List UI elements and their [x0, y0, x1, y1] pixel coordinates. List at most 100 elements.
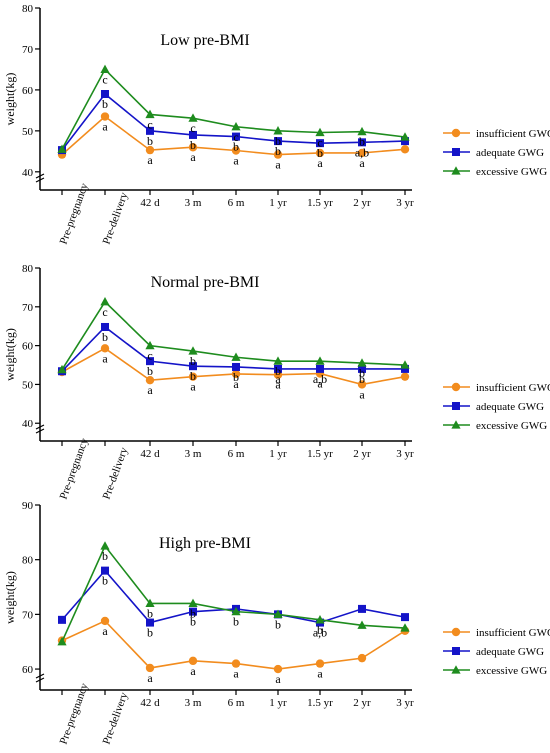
- data-point-insufficient: [357, 380, 367, 389]
- data-point-excessive: [273, 356, 283, 365]
- chart-title: Normal pre-BMI: [151, 274, 260, 291]
- axis-break-mark: [35, 428, 45, 434]
- significance-label: b: [102, 549, 108, 563]
- data-point-excessive: [400, 360, 410, 369]
- legend-label: excessive GWG: [476, 420, 547, 432]
- significance-label: b: [233, 370, 239, 384]
- significance-label: a: [102, 120, 108, 134]
- y-tick-label: 80: [22, 263, 34, 275]
- significance-label: a: [190, 664, 196, 678]
- legend-label: insufficient GWG: [476, 627, 550, 639]
- significance-label: a,b: [313, 626, 327, 640]
- significance-label: b: [233, 140, 239, 154]
- chart-title: Low pre-BMI: [160, 32, 249, 49]
- x-tick-label: Pre-delivery: [101, 445, 131, 501]
- data-point-insufficient: [400, 372, 410, 381]
- significance-label: b: [275, 617, 281, 631]
- data-point-excessive: [357, 358, 367, 367]
- y-tick-label: 70: [22, 302, 34, 314]
- data-point-insufficient: [273, 664, 283, 674]
- data-point-adequate: [358, 604, 366, 613]
- significance-label: a: [359, 156, 365, 170]
- x-tick-label: 6 m: [228, 697, 245, 709]
- x-tick-label: 3 yr: [396, 197, 414, 209]
- data-point-excessive: [188, 346, 198, 355]
- data-point-excessive: [100, 64, 110, 74]
- y-tick-label: 60: [22, 341, 34, 353]
- data-point-insufficient: [231, 659, 241, 668]
- data-point-excessive: [273, 126, 283, 135]
- x-tick-label: 1 yr: [269, 197, 287, 209]
- significance-label: a: [233, 667, 239, 681]
- y-axis-label: weight(kg): [3, 571, 17, 624]
- x-tick-label: 1.5 yr: [307, 197, 333, 209]
- x-tick-label: 2 yr: [353, 697, 371, 709]
- significance-label: a: [275, 672, 281, 686]
- y-tick-label: 40: [22, 167, 34, 179]
- significance-label: b: [317, 623, 323, 637]
- significance-label: a: [147, 671, 153, 685]
- y-tick-label: 70: [22, 609, 34, 621]
- data-point-insufficient: [357, 653, 367, 663]
- y-tick-label: 60: [22, 85, 34, 97]
- legend-marker-adequate: [452, 647, 460, 655]
- significance-label: a: [147, 383, 153, 397]
- significance-label: b: [317, 146, 323, 160]
- data-point-adequate: [274, 137, 282, 146]
- data-point-insufficient: [188, 372, 198, 381]
- significance-label: a: [275, 158, 281, 172]
- significance-label: a: [233, 377, 239, 391]
- data-point-adequate: [58, 615, 66, 624]
- y-tick-label: 70: [22, 44, 34, 56]
- significance-label: c: [190, 121, 195, 135]
- x-tick-label: 1 yr: [269, 697, 287, 709]
- significance-label: a: [275, 372, 281, 386]
- data-point-excessive: [273, 609, 283, 618]
- data-point-insufficient: [100, 344, 110, 353]
- y-tick-label: 40: [22, 418, 34, 430]
- data-point-excessive: [400, 132, 410, 141]
- x-tick-label: 3 yr: [396, 697, 414, 709]
- data-point-insufficient: [100, 616, 110, 626]
- x-tick-label: Pre-delivery: [101, 690, 131, 746]
- legend-label: adequate GWG: [476, 646, 544, 658]
- data-point-adequate: [101, 90, 109, 98]
- significance-label: a: [190, 150, 196, 164]
- data-point-insufficient: [231, 146, 241, 155]
- data-point-excessive: [145, 598, 155, 608]
- significance-label: b: [190, 615, 196, 629]
- data-point-insufficient: [145, 663, 155, 673]
- significance-label: b: [147, 134, 153, 148]
- data-point-adequate: [146, 618, 154, 627]
- x-tick-label: 1.5 yr: [307, 697, 333, 709]
- data-point-adequate: [358, 364, 366, 373]
- significance-label: b: [233, 615, 239, 629]
- significance-label: b: [190, 606, 196, 620]
- legend-marker-excessive: [451, 166, 461, 175]
- data-point-adequate: [189, 607, 197, 616]
- significance-label: a: [102, 624, 108, 638]
- data-point-adequate: [316, 139, 324, 148]
- x-tick-label: 3 yr: [396, 448, 414, 460]
- significance-label: b: [359, 135, 365, 149]
- x-tick-label: 3 m: [185, 448, 202, 460]
- significance-label: c: [317, 135, 322, 149]
- data-point-adequate: [101, 566, 109, 575]
- data-point-excessive: [188, 598, 198, 608]
- significance-label: b: [147, 364, 153, 378]
- x-tick-label: 2 yr: [353, 197, 371, 209]
- significance-label: b: [147, 626, 153, 640]
- data-point-excessive: [188, 113, 198, 122]
- significance-label: c: [147, 117, 152, 131]
- x-tick-label: 42 d: [140, 448, 160, 460]
- data-point-excessive: [315, 127, 325, 137]
- x-tick-label: 6 m: [228, 197, 245, 209]
- significance-label: a: [147, 153, 153, 167]
- legend-marker-insufficient: [451, 128, 461, 138]
- axis-break-mark: [35, 677, 45, 683]
- data-point-insufficient: [315, 659, 325, 668]
- data-point-adequate: [232, 362, 240, 371]
